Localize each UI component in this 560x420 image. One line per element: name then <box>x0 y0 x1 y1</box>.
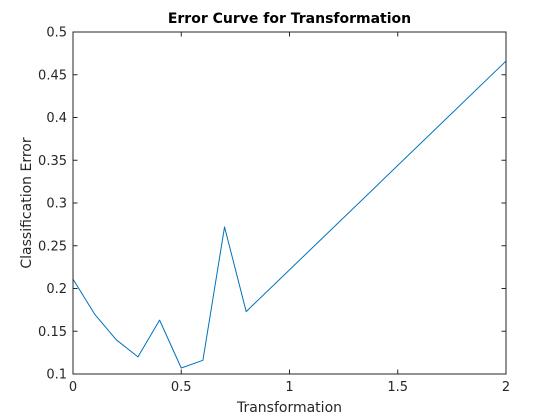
plot-frame <box>72 31 507 375</box>
y-tick-label: 0.2 <box>46 282 67 297</box>
x-tick-label: 1 <box>285 380 293 395</box>
chart-title: Error Curve for Transformation <box>168 11 411 27</box>
x-tick-label: 1.5 <box>387 380 408 395</box>
plot-area <box>73 32 506 374</box>
y-tick-label: 0.45 <box>38 68 67 83</box>
y-tick-label: 0.25 <box>38 239 67 254</box>
x-axis-title: Transformation <box>236 400 342 416</box>
y-axis-title: Classification Error <box>19 137 35 268</box>
y-tick-label: 0.1 <box>46 368 67 383</box>
series-line <box>72 60 507 369</box>
x-tick-label: 0.5 <box>171 380 192 395</box>
y-tick-label: 0.15 <box>38 325 67 340</box>
x-tick-label: 0 <box>69 380 77 395</box>
y-tick-label: 0.35 <box>38 154 67 169</box>
tick-labels: 0 0.5 1 1.5 2 0.1 0.15 0.2 0.25 0.3 0.35 0.4 0.45 0.5 <box>38 26 510 396</box>
y-tick-label: 0.4 <box>46 111 67 126</box>
y-tick-label: 0.5 <box>46 26 67 41</box>
x-tick-label: 2 <box>502 380 510 395</box>
y-tick-label: 0.3 <box>46 197 67 212</box>
series-layer <box>72 60 507 369</box>
